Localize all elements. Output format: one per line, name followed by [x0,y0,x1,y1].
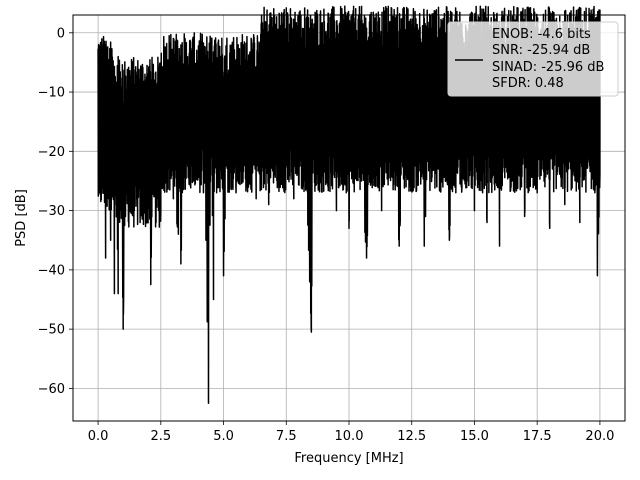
x-axis-label: Frequency [MHz] [294,451,403,466]
legend: ENOB: -4.6 bits SNR: -25.94 dB SINAD: -2… [447,21,619,97]
legend-entry-sinad: SINAD: -25.96 dB [492,60,604,75]
x-tick-label: 10.0 [335,429,364,444]
y-tick-label: 0 [57,26,65,41]
y-tick-label: −10 [38,86,65,101]
legend-entry-snr: SNR: -25.94 dB [492,43,590,58]
y-tick-label: −50 [38,323,65,338]
x-tick-label: 5.0 [213,429,234,444]
x-tick-label: 17.5 [523,429,552,444]
x-tick-label: 12.5 [397,429,426,444]
legend-entry-sfdr: SFDR: 0.48 [492,76,564,91]
x-axis-ticks: 0.0 2.5 5.0 7.5 10.0 12.5 15.0 17.5 20.0 [88,421,614,444]
legend-box [447,21,619,97]
x-tick-label: 0.0 [88,429,109,444]
x-tick-label: 15.0 [460,429,489,444]
x-tick-label: 20.0 [585,429,614,444]
legend-entry-enob: ENOB: -4.6 bits [492,27,591,42]
y-axis-label: PSD [dB] [14,189,29,247]
x-tick-label: 7.5 [276,429,297,444]
y-tick-label: −40 [38,263,65,278]
y-axis-ticks: 0 −10 −20 −30 −40 −50 −60 [38,26,73,397]
x-tick-label: 2.5 [150,429,171,444]
y-tick-label: −30 [38,204,65,219]
y-tick-label: −60 [38,382,65,397]
y-tick-label: −20 [38,145,65,160]
